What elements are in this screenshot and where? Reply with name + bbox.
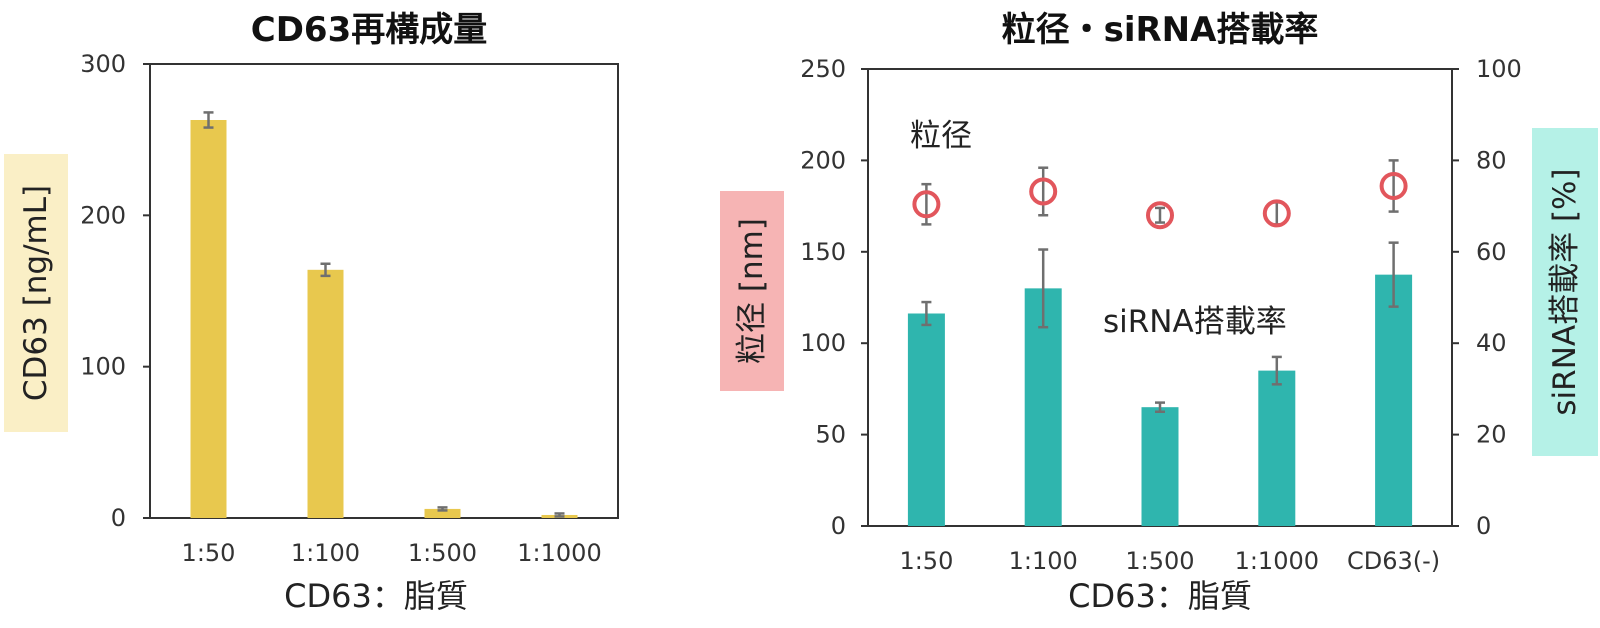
- y-tick-label: 100: [800, 329, 846, 357]
- left-ylabel-background: [4, 154, 68, 432]
- right-bars: [907, 241, 1413, 526]
- marker-error-bar: [921, 182, 932, 226]
- left-error-bar: [554, 512, 565, 518]
- annotation-particle-size: 粒径: [910, 118, 972, 154]
- x-category-label: CD63(-): [1347, 547, 1440, 575]
- x-category-label: 1:1000: [1235, 547, 1319, 575]
- particle-size-marker: [912, 190, 941, 219]
- y-tick-label: 0: [831, 512, 846, 540]
- particle-size-marker: [1146, 201, 1174, 230]
- right-bar-1:500: [1141, 407, 1179, 526]
- right-right-ylabel-background: [1532, 128, 1598, 456]
- left-y-ticks: 0 100 200 300: [80, 50, 150, 532]
- y-tick-label: 100: [80, 353, 126, 381]
- y-tick-label: 60: [1476, 238, 1507, 266]
- left-error-bar: [203, 111, 214, 129]
- left-chart-title: CD63再構成量: [251, 10, 488, 50]
- annotation-sirna-loading: siRNA搭載率: [1103, 304, 1287, 340]
- marker-error-bar: [1155, 206, 1165, 224]
- y-tick-label: 50: [815, 421, 846, 449]
- right-left-ylabel-background: [720, 191, 784, 391]
- y-tick-label: 300: [80, 50, 126, 78]
- right-bar-error-bar: [1155, 401, 1165, 413]
- y-tick-label: 100: [1476, 55, 1522, 83]
- right-left-y-ticks: 0 50 100 150 200 250: [800, 55, 868, 540]
- right-bar-error-bar: [921, 300, 932, 327]
- left-error-bar: [320, 262, 331, 278]
- particle-size-marker: [1379, 171, 1408, 200]
- x-category-label: 1:50: [182, 539, 236, 567]
- y-tick-label: 0: [1476, 512, 1491, 540]
- right-markers: [912, 159, 1408, 230]
- left-x-axis-label: CD63：脂質: [284, 577, 468, 615]
- y-tick-label: 80: [1476, 146, 1507, 174]
- x-category-label: 1:1000: [517, 539, 601, 567]
- y-tick-label: 20: [1476, 421, 1507, 449]
- right-bar-1:50: [907, 313, 945, 526]
- right-left-y-axis-label: 粒径 [nm]: [734, 218, 770, 364]
- x-category-label: 1:100: [291, 539, 360, 567]
- x-category-label: 1:100: [1009, 547, 1078, 575]
- marker-error-bar: [1388, 159, 1399, 213]
- right-bar-error-bar: [1388, 241, 1399, 308]
- x-category-label: 1:50: [899, 547, 953, 575]
- right-bar-error-bar: [1271, 355, 1282, 386]
- y-tick-label: 250: [800, 55, 846, 83]
- marker-error-bar: [1038, 166, 1049, 217]
- right-right-y-axis-label: siRNA搭載率 [%]: [1547, 168, 1583, 415]
- left-error-bar: [437, 506, 448, 512]
- marker-error-bar: [1271, 201, 1282, 226]
- left-y-axis-label: CD63 [ng/mL]: [18, 185, 54, 401]
- right-x-axis-label: CD63：脂質: [1068, 577, 1252, 615]
- x-category-label: 1:500: [408, 539, 477, 567]
- left-bar-1:50: [190, 119, 227, 518]
- right-chart-title: 粒径・siRNA搭載率: [1002, 10, 1319, 50]
- y-tick-label: 200: [800, 146, 846, 174]
- y-tick-label: 150: [800, 238, 846, 266]
- x-category-label: 1:500: [1125, 547, 1194, 575]
- left-bar-1:100: [307, 269, 344, 518]
- right-bar-1:1000: [1258, 370, 1296, 526]
- right-bar-error-bar: [1038, 248, 1049, 329]
- left-bars: [190, 111, 578, 518]
- particle-size-marker: [1029, 177, 1058, 206]
- left-plot-frame: [149, 63, 619, 519]
- left-bar-1:500: [424, 508, 461, 518]
- right-chart: 粒径・siRNA搭載率 粒径 [nm] siRNA搭載率 [%] 0 50 100 1…: [720, 10, 1598, 615]
- right-right-y-ticks: 0 20 40 60 80 100: [1452, 55, 1522, 540]
- y-tick-label: 40: [1476, 329, 1507, 357]
- right-bar-CD63(-): [1375, 274, 1413, 526]
- left-chart: CD63再構成量 CD63 [ng/mL] 0 100 200 300 1:50 1:1…: [4, 10, 619, 615]
- left-x-categories: 1:50 1:100 1:500 1:1000: [182, 539, 602, 567]
- right-x-categories: 1:50 1:100 1:500 1:1000 CD63(-): [899, 547, 1440, 575]
- particle-size-marker: [1262, 199, 1291, 228]
- y-tick-label: 0: [111, 504, 126, 532]
- y-tick-label: 200: [80, 201, 126, 229]
